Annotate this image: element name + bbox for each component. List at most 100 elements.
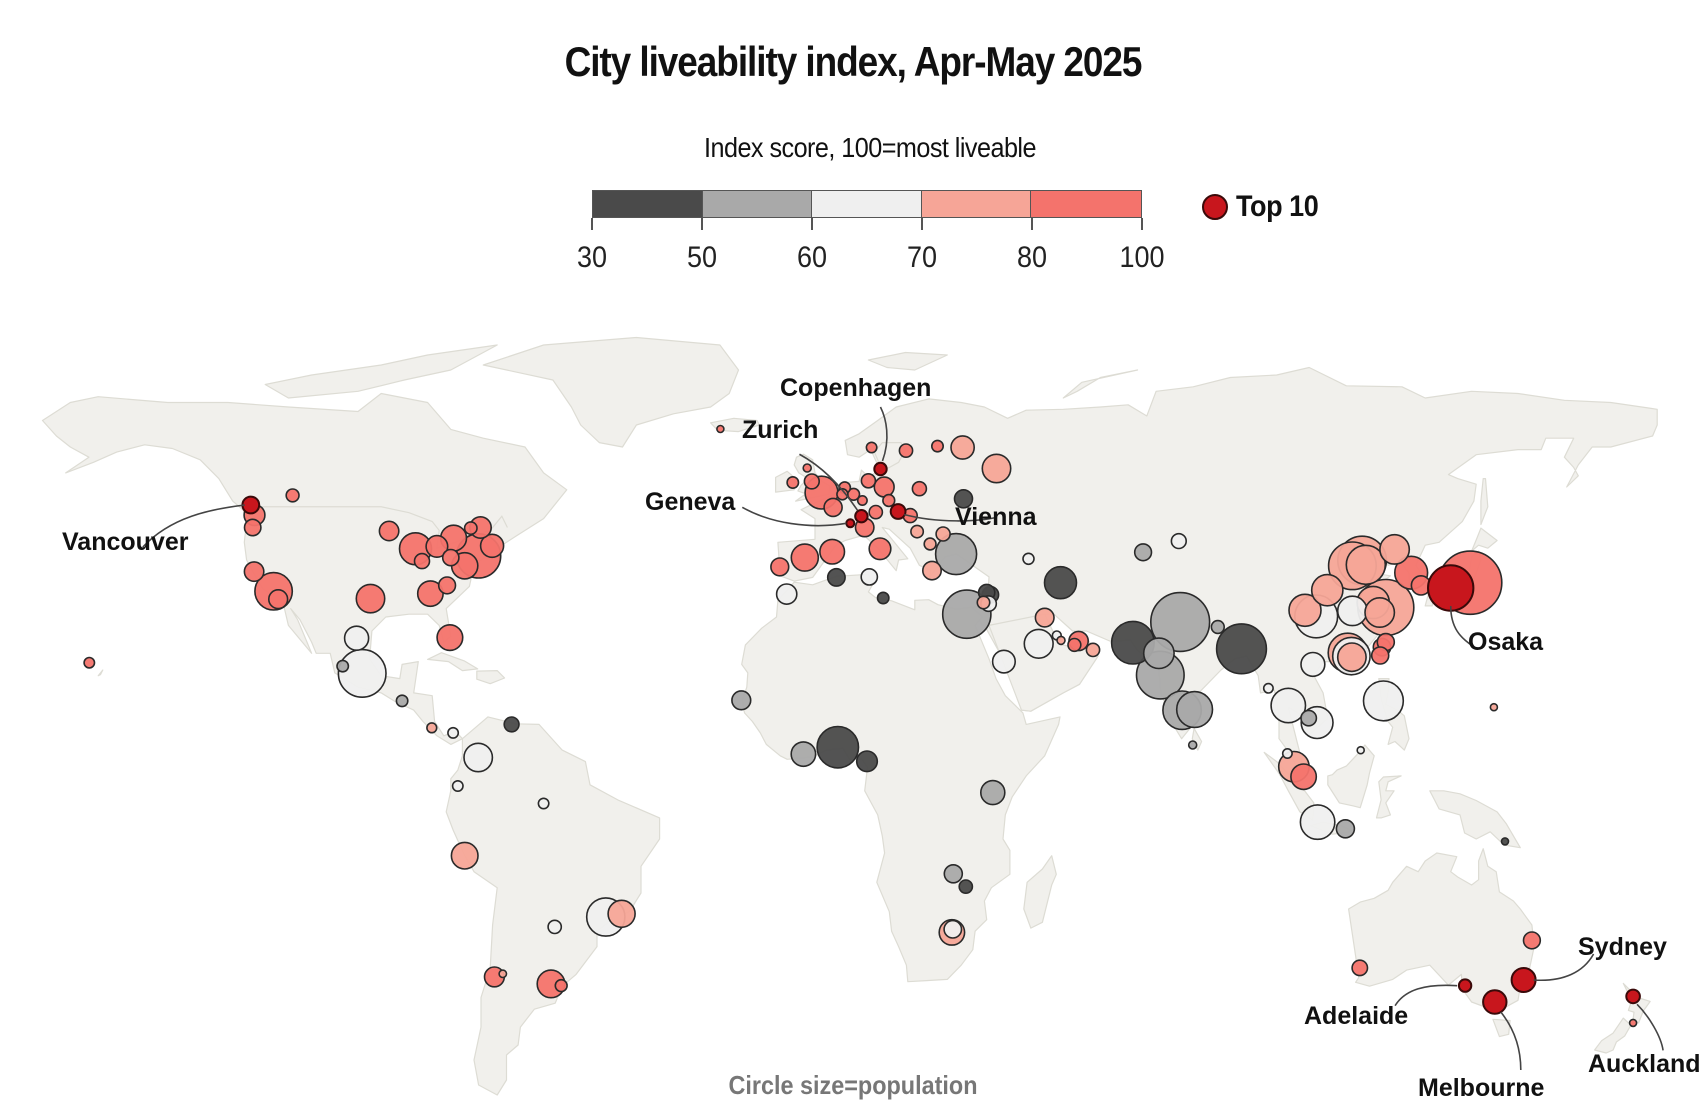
city-label-melbourne: Melbourne: [1418, 1074, 1544, 1102]
leader-line-vancouver: [142, 504, 245, 548]
city-marker: [413, 552, 431, 570]
city-marker: [1170, 532, 1188, 550]
city-marker: [876, 591, 890, 605]
land-layer: [41, 336, 1658, 1096]
leader-line-copenhagen: [879, 406, 888, 462]
legend-bin-70-80: [921, 191, 1032, 217]
city-label-adelaide: Adelaide: [1304, 1002, 1408, 1030]
city-label-geneva: Geneva: [645, 488, 736, 516]
city-marker: [1187, 740, 1198, 750]
land-novaya-zemlya: [1062, 369, 1139, 399]
city-marker: [819, 538, 846, 565]
land-australia: [1347, 848, 1535, 1010]
top10-marker-osaka: [1427, 564, 1475, 612]
city-marker: [425, 534, 449, 559]
city-marker: [873, 476, 895, 498]
city-marker: [1345, 544, 1387, 586]
city-marker: [930, 439, 944, 453]
city-marker: [451, 779, 464, 792]
city-marker: [790, 543, 820, 572]
top10-marker-sydney: [1510, 967, 1537, 993]
city-label-osaka: Osaka: [1468, 628, 1544, 656]
city-marker: [463, 742, 494, 773]
legend-tick-label: 100: [1119, 241, 1165, 274]
legend-bin-50-60: [702, 191, 813, 217]
city-marker: [83, 656, 96, 669]
city-marker: [395, 694, 409, 708]
city-marker: [943, 919, 963, 939]
city-marker: [1056, 635, 1066, 646]
city-label-auckland: Auckland: [1588, 1050, 1701, 1078]
city-marker: [1262, 682, 1274, 694]
leader-line-zurich: [799, 453, 859, 511]
city-marker: [1500, 837, 1510, 846]
city-marker: [910, 524, 925, 539]
city-marker: [1175, 690, 1214, 729]
city-marker: [1336, 642, 1367, 673]
city-marker: [856, 494, 868, 506]
city-marker: [981, 453, 1012, 484]
city-marker: [1364, 596, 1396, 628]
city-marker: [1215, 623, 1268, 675]
city-marker: [268, 588, 289, 610]
city-marker: [378, 520, 400, 542]
city-marker: [1336, 595, 1368, 627]
city-marker: [716, 424, 725, 434]
leader-line-adelaide: [1394, 984, 1458, 1007]
size-footnote: Circle size=population: [728, 1070, 978, 1100]
top10-marker-copenhagen: [873, 461, 888, 477]
land-hispaniola: [476, 669, 506, 685]
city-marker: [1290, 763, 1318, 791]
land-sulawesi: [1375, 775, 1402, 819]
city-marker: [1142, 637, 1175, 670]
city-marker: [865, 441, 878, 454]
city-marker: [731, 690, 752, 711]
city-marker: [450, 841, 479, 870]
city-marker: [860, 472, 877, 489]
city-marker: [547, 919, 563, 935]
city-labels-layer: Vancouver Copenhagen Zurich Geneva Vienna Osa…: [62, 374, 1701, 1102]
city-marker: [479, 533, 505, 559]
city-marker: [1067, 637, 1082, 653]
top10-marker-icon: [1202, 194, 1228, 220]
city-marker: [503, 716, 520, 733]
top10-legend: Top 10: [1202, 190, 1327, 224]
land-nz-south: [1593, 1017, 1632, 1054]
legend-tick: [591, 218, 593, 230]
city-marker: [790, 741, 817, 768]
top10-marker-melbourne: [1482, 989, 1508, 1015]
top10-marker-zurich: [854, 509, 869, 524]
city-label-zurich: Zurich: [742, 416, 818, 444]
city-marker: [803, 473, 820, 490]
city-marker: [1370, 646, 1390, 665]
city-marker: [343, 625, 370, 652]
legend-tick-label: 80: [1016, 241, 1048, 274]
chart-title: City liveability index, Apr-May 2025: [564, 38, 1143, 85]
city-marker: [285, 488, 300, 503]
legend-title: Index score, 100=most liveable: [704, 132, 1036, 163]
city-marker: [934, 532, 978, 576]
land-greenland: [482, 336, 740, 448]
city-marker: [868, 537, 892, 561]
city-marker: [953, 488, 974, 509]
city-marker: [1288, 593, 1322, 628]
city-marker: [816, 725, 860, 769]
legend-tick-label: 70: [906, 241, 938, 274]
city-marker: [498, 969, 508, 979]
city-marker: [991, 649, 1017, 674]
land-hawaii: [97, 669, 104, 677]
city-label-sydney: Sydney: [1578, 933, 1667, 961]
city-marker: [1310, 573, 1344, 607]
legend-tick: [701, 218, 703, 230]
city-marker: [923, 537, 937, 551]
land-cuba: [427, 652, 479, 672]
city-marker: [1299, 804, 1336, 841]
city-marker: [1034, 607, 1055, 628]
legend-bin-80-100: [1031, 191, 1141, 217]
city-marker: [1133, 543, 1153, 562]
city-marker: [441, 548, 460, 567]
city-markers-layer: [83, 424, 1641, 1028]
city-marker: [1085, 642, 1101, 658]
city-marker: [1281, 747, 1293, 759]
land-hokkaido: [1470, 527, 1498, 552]
